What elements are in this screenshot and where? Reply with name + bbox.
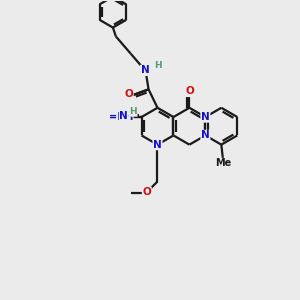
Text: O: O	[142, 187, 151, 197]
Text: =NH: =NH	[109, 112, 133, 122]
Text: O: O	[185, 86, 194, 96]
Text: Me: Me	[215, 158, 231, 168]
Text: H: H	[154, 61, 161, 70]
Text: N: N	[201, 112, 210, 122]
Text: N: N	[201, 130, 210, 140]
Text: N: N	[141, 65, 149, 75]
Text: N: N	[153, 140, 162, 150]
Text: H: H	[129, 107, 137, 116]
Text: O: O	[124, 89, 133, 99]
Text: N: N	[119, 111, 128, 122]
